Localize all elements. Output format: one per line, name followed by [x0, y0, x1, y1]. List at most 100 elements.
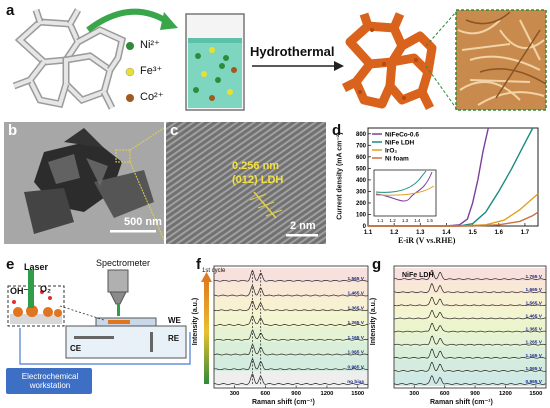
lsv-chart: 1.1 1.2 1.3 1.4 1.5 1.6 1.7 0 100 200 300 400 500 600…: [356, 127, 539, 236]
workstation-box: [6, 368, 92, 394]
lsv-x-tick-label: 1.6: [495, 230, 504, 236]
lsv-y-tick-label: 100: [356, 212, 367, 218]
lsv-y-tick-label: 300: [356, 189, 367, 195]
co-ion-dot: [126, 94, 134, 102]
scale-bar-b: [110, 230, 156, 233]
lsv-x-tick-label: 1.4: [442, 230, 451, 236]
lsv-y-tick-label: 800: [356, 132, 367, 138]
lsv-inset-tick-label: 1.4: [414, 218, 421, 223]
raman-plot-frame: [213, 265, 369, 389]
panel-a-letter: a: [6, 2, 15, 19]
lsv-y-tick-label: 400: [356, 178, 367, 184]
ni-foam-skeleton: [12, 8, 127, 110]
raman-g-title: NiFe LDH: [402, 272, 434, 279]
raman-spectrum-line: [393, 375, 547, 385]
cycle-arrow-head-icon: [201, 272, 212, 282]
laser-beam: [28, 270, 34, 308]
raman-potential-label: 1.065 V: [347, 350, 364, 356]
raman-x-tick-label: 600: [260, 391, 270, 397]
raman-spectrum-line: [213, 270, 368, 282]
co-ion-label: Co²⁺: [140, 91, 164, 103]
lsv-x-tick-label: 1.1: [364, 230, 373, 236]
lsv-y-tick-label: 600: [356, 155, 367, 161]
raman-potential-label: 1.765 V: [525, 274, 542, 280]
oh-label: OH⁻: [10, 286, 29, 296]
lsv-legend-label: NiFe LDH: [385, 140, 415, 147]
curved-arrow-head-icon: [160, 12, 178, 30]
zoom-line-top: [425, 11, 457, 47]
raman-spectrum-line: [393, 296, 547, 307]
scale-bar-c: [286, 234, 318, 237]
panel-f: f 1.565 V 1.465 V 1.365 V 1.265 V 1.165 V 1.0…: [192, 256, 372, 408]
lsv-legend-label: NiFeCo-0.6: [385, 132, 419, 139]
panel-b: b 500 nm: [4, 122, 165, 244]
lsv-x-tick-label: 1.3: [416, 230, 425, 236]
raman-plot-frame: [393, 265, 547, 389]
raman-chart-g: 1.765 V 1.665 V 1.565 V 1.465 V 1.365 V 1.265…: [393, 265, 547, 397]
raman-f-ylabel: Intensity (a.u.): [192, 297, 200, 346]
spectrometer-label: Spectrometer: [96, 258, 151, 268]
raman-spectrum-line: [393, 283, 547, 294]
raman-setup-diagram: [6, 269, 191, 394]
raman-potential-label: 1.165 V: [525, 353, 542, 359]
hrtem-image: [166, 122, 326, 244]
scale-bar-c-label: 2 nm: [290, 220, 316, 232]
spectrometer-head: [107, 269, 129, 293]
lsv-y-tick-label: 700: [356, 143, 367, 149]
electrochemical-cell: [65, 325, 187, 359]
panel-f-letter: f: [196, 256, 201, 273]
zoom-line-bottom: [425, 65, 457, 109]
raman-x-tick-label: 1500: [351, 391, 364, 397]
raman-x-tick-label: 600: [440, 391, 450, 397]
raman-potential-label: 1.365 V: [347, 305, 364, 311]
lsv-y-tick-label: 0: [363, 224, 367, 230]
panel-g: g 1.765 V 1.665 V 1.565 V 1.465 V 1.365 V 1.2…: [370, 256, 550, 408]
fe-ion-dot: [125, 67, 135, 77]
sem-image: [455, 9, 547, 111]
fe-ion-label: Fe³⁺: [140, 65, 163, 77]
lsv-inset-curve: [375, 171, 433, 202]
d-spacing-label: 0.256 nm: [232, 160, 280, 172]
raman-spectrum-line: [394, 361, 547, 372]
lsv-inset-curve: [375, 170, 427, 193]
lsv-x-tick-label: 1.2: [390, 230, 399, 236]
laser-label: Laser: [24, 262, 49, 272]
lsv-inset-frame: [373, 169, 437, 217]
raman-potential-label: 1.265 V: [525, 340, 542, 346]
raman-spectrum-line: [393, 270, 546, 280]
raman-potential-label: 0.965 V: [525, 379, 542, 385]
ni-ion-dot: [126, 42, 134, 50]
raman-x-tick-label: 300: [230, 391, 240, 397]
lsv-ylabel: Current density (mA cm⁻²): [336, 132, 344, 220]
raman-f-xlabel: Raman shift (cm⁻¹): [252, 399, 315, 406]
raman-x-tick-label: 1500: [529, 391, 542, 397]
panel-b-letter: b: [8, 122, 18, 139]
raman-spectrum-line: [393, 322, 547, 333]
raman-band: [394, 281, 546, 295]
zoom-box: [115, 149, 131, 163]
raman-spectrum-line: [213, 315, 368, 326]
raman-spectrum-line: [213, 285, 369, 297]
lsv-x-tick-label: 1.5: [468, 230, 477, 236]
ni-ion-label: Ni²⁺: [140, 39, 160, 51]
cycle-label: 1st cycle: [202, 268, 226, 274]
raman-potential-label: 1.465 V: [347, 291, 364, 297]
raman-x-tick-label: 1200: [320, 391, 333, 397]
raman-potential-label: 1.665 V: [525, 287, 542, 293]
raman-x-tick-label: 900: [470, 391, 480, 397]
raman-spectrum-line: [213, 373, 369, 385]
raman-band: [394, 268, 546, 282]
lsv-y-tick-label: 200: [356, 201, 367, 207]
lsv-inset-tick-label: 1.1: [377, 218, 384, 223]
panel-e-letter: e: [6, 256, 15, 273]
lattice-plane-label: (012) LDH: [232, 174, 284, 186]
panel-d-letter: d: [332, 122, 342, 139]
lsv-x-tick-label: 1.7: [521, 230, 530, 236]
arrow-head-icon: [334, 61, 344, 71]
workstation-label: Electrochemical workstation: [21, 372, 79, 390]
raman-potential-label: 1.365 V: [525, 327, 542, 333]
raman-spectrum-line: [393, 310, 546, 320]
lsv-legend-label: IrO₂: [385, 148, 397, 155]
panel-e: e Laser OH⁻ O₂ Spectrometer WE RE CE Ele…: [0, 256, 200, 408]
we-label: WE: [168, 316, 181, 325]
